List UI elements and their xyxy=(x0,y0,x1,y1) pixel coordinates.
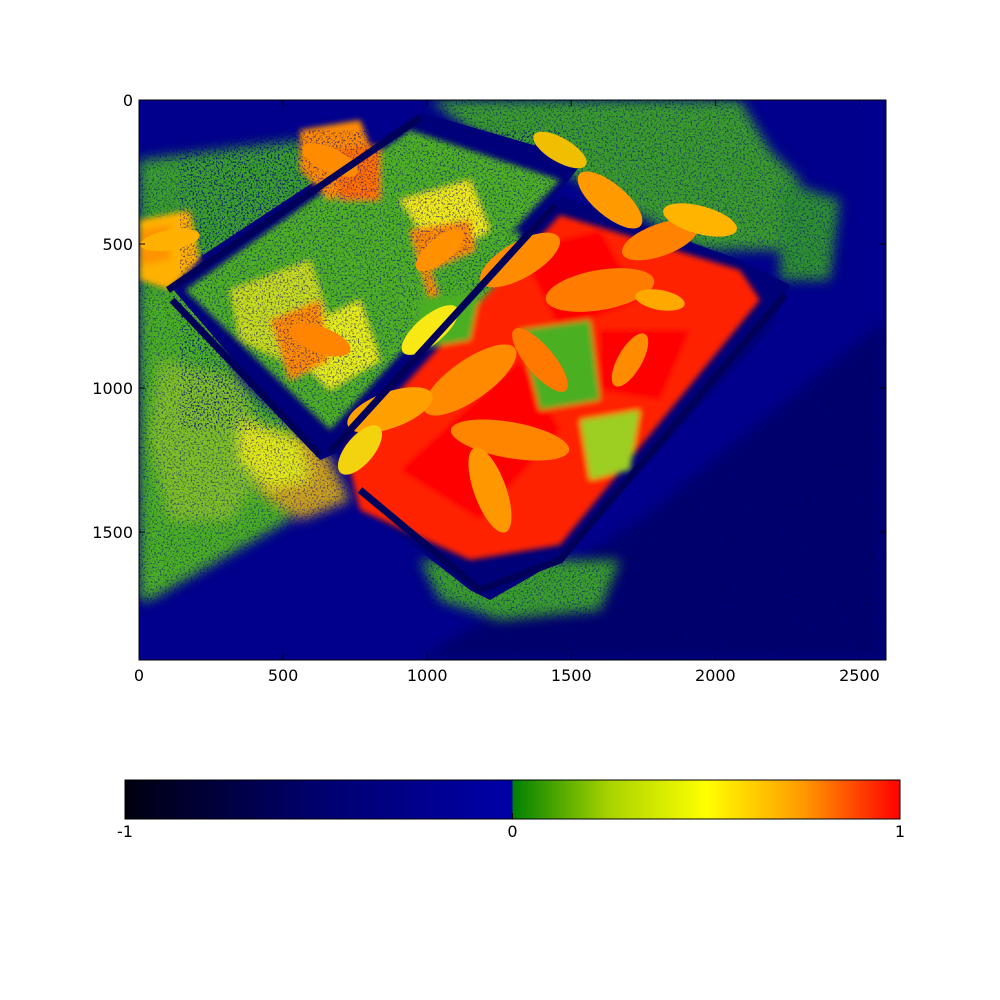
y-tick-label: 1500 xyxy=(92,523,133,542)
plot-frame xyxy=(138,99,887,661)
y-axis: 0 500 1000 1500 xyxy=(92,91,886,542)
colorbar-tick-label: 1 xyxy=(895,822,905,841)
colorbar-tick-label: -1 xyxy=(117,822,133,841)
y-tick-label: 0 xyxy=(123,91,133,110)
tray-rims xyxy=(166,115,788,594)
colorbar-gradient xyxy=(124,779,901,820)
leaves xyxy=(140,131,737,533)
x-axis: 0 500 1000 1500 2000 2500 xyxy=(134,100,880,685)
x-tick-label: 1000 xyxy=(407,666,448,685)
x-tick-label: 2000 xyxy=(695,666,736,685)
colorbar: -1 0 1 xyxy=(117,779,905,841)
colorbar-ticks: -1 0 1 xyxy=(117,813,905,841)
x-tick-label: 0 xyxy=(134,666,144,685)
colorbar-tick-label: 0 xyxy=(507,822,517,841)
y-tick-label: 500 xyxy=(102,235,133,254)
heatmap-image xyxy=(139,100,886,660)
x-tick-label: 2500 xyxy=(839,666,880,685)
x-tick-label: 1500 xyxy=(551,666,592,685)
x-tick-label: 500 xyxy=(268,666,299,685)
y-tick-label: 1000 xyxy=(92,379,133,398)
